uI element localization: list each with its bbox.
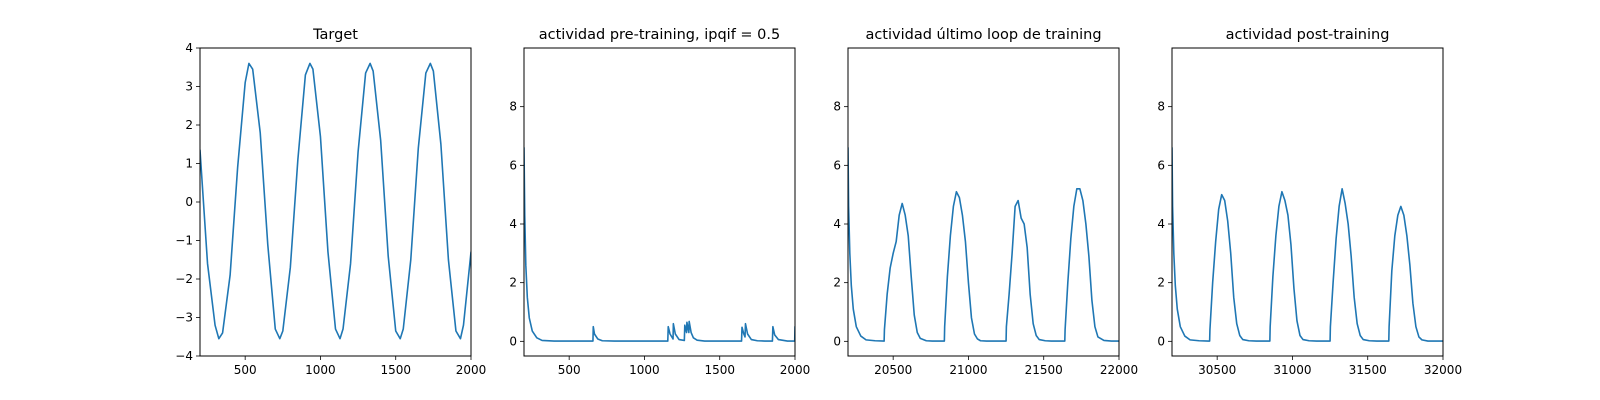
x-tick-label: 1500 bbox=[380, 363, 411, 377]
chart-panel-3: 20500 21000 21500 22000 0 2 4 6 8 actividad últim… bbox=[833, 27, 1138, 377]
y-tick-label: 0 bbox=[833, 334, 841, 348]
y-tick-label: 4 bbox=[509, 217, 517, 231]
axes-frame bbox=[1171, 47, 1444, 357]
y-tick-label: −4 bbox=[175, 349, 193, 363]
x-tick-label: 20500 bbox=[874, 363, 912, 377]
y-tick-label: 4 bbox=[185, 41, 193, 55]
chart-panel-2: 500 1000 1500 2000 0 2 4 6 8 actividad pre-traini… bbox=[509, 27, 810, 377]
x-tick-label: 30500 bbox=[1198, 363, 1236, 377]
y-tick-label: 6 bbox=[509, 158, 517, 172]
y-tick-label: 0 bbox=[185, 195, 193, 209]
axes-frame bbox=[847, 47, 1120, 357]
series-line bbox=[1172, 146, 1443, 342]
axes-frame bbox=[199, 47, 472, 357]
y-tick-label: 2 bbox=[185, 118, 193, 132]
y-tick-label: 0 bbox=[1157, 334, 1165, 348]
panel-title: actividad último loop de training bbox=[865, 27, 1101, 43]
x-tick-label: 22000 bbox=[1100, 363, 1138, 377]
x-tick-label: 1000 bbox=[629, 363, 660, 377]
x-tick-label: 2000 bbox=[456, 363, 487, 377]
y-tick-label: 2 bbox=[509, 276, 517, 290]
series-line bbox=[848, 146, 1119, 342]
x-tick-label: 31000 bbox=[1273, 363, 1311, 377]
x-tick-label: 32000 bbox=[1424, 363, 1462, 377]
x-tick-label: 21500 bbox=[1025, 363, 1063, 377]
x-tick-label: 500 bbox=[558, 363, 581, 377]
series-line bbox=[524, 146, 795, 342]
x-tick-label: 1500 bbox=[704, 363, 735, 377]
y-tick-label: 4 bbox=[1157, 217, 1165, 231]
chart-panel-4: 30500 31000 31500 32000 0 2 4 6 8 actividad post-… bbox=[1157, 27, 1462, 377]
y-tick-label: 2 bbox=[833, 276, 841, 290]
chart-panel-1: 500 1000 1500 2000 −4 −3 −2 −1 0 1 2 3 4 Target bbox=[175, 27, 486, 377]
axes-frame bbox=[523, 47, 796, 357]
y-tick-label: −2 bbox=[175, 272, 193, 286]
y-tick-label: 0 bbox=[509, 334, 517, 348]
series-line bbox=[200, 62, 471, 340]
x-tick-label: 500 bbox=[234, 363, 257, 377]
panel-title: Target bbox=[312, 27, 358, 43]
y-tick-label: 6 bbox=[1157, 158, 1165, 172]
y-tick-label: 8 bbox=[509, 100, 517, 114]
x-tick-label: 31500 bbox=[1349, 363, 1387, 377]
x-tick-label: 1000 bbox=[305, 363, 336, 377]
panel-title: actividad post-training bbox=[1226, 27, 1390, 43]
y-tick-label: 8 bbox=[1157, 100, 1165, 114]
x-tick-label: 21000 bbox=[949, 363, 987, 377]
y-tick-label: 2 bbox=[1157, 276, 1165, 290]
x-tick-label: 2000 bbox=[780, 363, 811, 377]
y-tick-label: 4 bbox=[833, 217, 841, 231]
y-tick-label: 3 bbox=[185, 80, 193, 94]
y-tick-label: −1 bbox=[175, 234, 193, 248]
y-tick-label: −3 bbox=[175, 311, 193, 325]
y-tick-label: 8 bbox=[833, 100, 841, 114]
panel-title: actividad pre-training, ipqif = 0.5 bbox=[539, 27, 780, 43]
y-tick-label: 6 bbox=[833, 158, 841, 172]
y-tick-label: 1 bbox=[185, 157, 193, 171]
